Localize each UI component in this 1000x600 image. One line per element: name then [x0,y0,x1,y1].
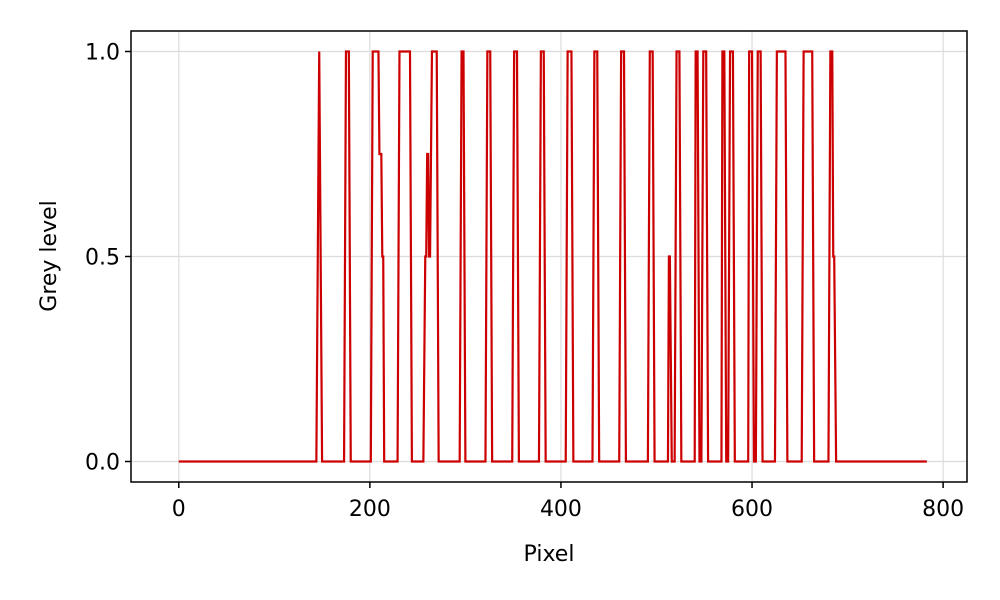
y-tick-label: 0.0 [85,451,120,476]
series-group [178,50,927,463]
y-tick-label: 1.0 [85,41,120,66]
series-line [178,50,927,463]
x-tick-label: 800 [922,497,964,522]
grid-lines [131,31,967,482]
y-tick-label: 0.5 [85,246,120,271]
x-tick-label: 0 [172,497,186,522]
x-tick-label: 400 [540,497,582,522]
x-tick-label: 200 [349,497,391,522]
x-axis-title: Pixel [524,542,575,567]
x-tick-label: 600 [731,497,773,522]
y-axis-title: Grey level [37,200,62,311]
axis-ticks: 0 200 400 600 800 0.0 0.5 1.0 [85,41,964,523]
